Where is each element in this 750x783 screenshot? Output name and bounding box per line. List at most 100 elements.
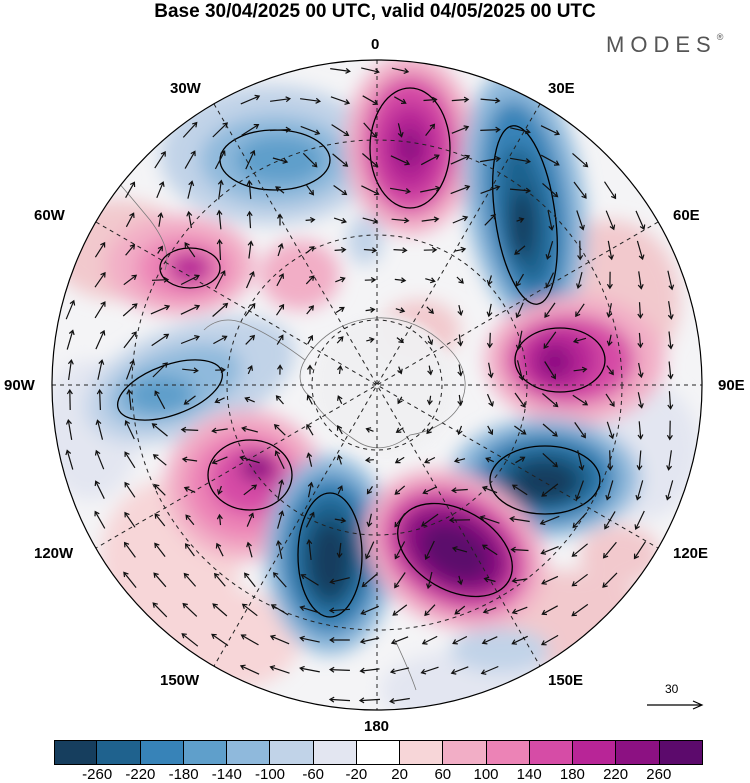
wind-arrow [275,395,284,405]
wind-arrow [270,96,292,103]
wind-arrow [151,276,170,283]
wind-arrow [246,210,253,229]
wind-arrow [577,450,585,471]
wind-arrow [389,667,410,675]
wind-arrow [328,696,351,703]
wind-arrow [276,273,284,287]
wind-arrow [240,634,259,646]
lon-label-90e: 90E [718,377,745,394]
colorbar-swatch [529,740,574,764]
wind-arrow [336,542,343,559]
wind-arrow [277,510,285,529]
wind-arrow [211,427,228,434]
wind-arrow [451,125,470,134]
wind-arrow [66,388,73,411]
colorbar-tick-label: -180 [168,766,199,783]
wind-arrow [247,240,254,259]
wind-arrow [182,121,198,138]
wind-arrow [636,240,645,261]
wind-arrow [480,665,499,675]
wind-arrow [427,365,434,376]
wind-arrow [394,513,406,528]
wind-arrow [275,186,285,194]
wind-arrow [392,604,408,616]
wind-arrow [183,486,196,493]
wind-arrow [122,303,138,317]
wind-arrow [184,242,196,258]
wind-arrow [359,637,380,645]
wind-arrow [243,484,258,496]
colorbar-tick-label: 100 [473,766,499,783]
wind-arrow [124,481,136,498]
wind-arrow [331,124,350,137]
wind-arrow [245,270,255,289]
wind-arrow [124,451,136,469]
wind-arrow [637,362,644,379]
wind-arrow [305,511,315,528]
wind-arrow [299,665,320,673]
wind-arrow [452,635,468,645]
wind-arrow [330,67,351,74]
wind-arrow [67,358,74,380]
wind-arrow [180,426,199,433]
wind-arrow [394,541,406,560]
wind-arrow [124,419,135,440]
wind-arrow [362,153,379,168]
wind-arrow [606,421,615,440]
wind-arrow [541,575,559,585]
wind-arrow [180,304,201,315]
wind-arrow [425,123,436,136]
lon-label-0: 0 [371,36,380,53]
wind-arrow [335,306,345,314]
wind-arrow [575,480,584,501]
wind-arrow [451,546,468,553]
wind-arrow [361,185,380,196]
wind-arrow [269,126,292,133]
wind-arrow [635,210,646,231]
wind-arrow [511,484,528,496]
wind-arrow [96,388,103,411]
wind-arrow [602,541,617,559]
right-arrow-icon [647,700,704,710]
wind-arrow [187,180,195,199]
wind-arrow [181,633,199,647]
wind-arrow [547,210,555,231]
wind-arrow [240,94,261,105]
wind-arrow [333,185,348,196]
wind-arrow [269,634,290,645]
wind-arrow [482,607,497,614]
wind-arrow [424,540,435,561]
wind-arrow [545,272,555,289]
wind-arrow [65,418,73,441]
wind-arrow [394,572,406,589]
wind-arrow [456,425,463,436]
colorbar-swatch [97,740,141,764]
modes-logo: MODES® [606,32,723,58]
colorbar-tick-label: -260 [82,766,113,783]
wind-arrow [391,217,410,224]
wind-arrow [394,485,406,495]
wind-arrow [602,572,618,588]
wind-arrow [576,271,583,289]
wind-arrow [420,154,440,166]
colorbar [54,740,702,764]
colorbar-swatch [400,740,444,764]
wind-arrow [123,541,136,558]
map-border [51,59,703,711]
wind-arrow [94,241,106,258]
wind-arrow [544,302,556,319]
wind-arrow [213,572,226,587]
wind-arrow [273,424,286,436]
wind-arrow [307,481,314,498]
colorbar-swatch [270,740,314,764]
wind-arrow [511,606,528,615]
lon-label-30w: 30W [170,80,201,97]
wind-arrow [300,125,321,136]
wind-arrow [480,97,501,104]
wind-arrow [97,359,105,380]
wind-arrow [334,246,347,253]
lon-label-30e: 30E [548,80,575,97]
colorbar-swatch [356,740,401,764]
wind-arrow [481,485,498,494]
wind-arrow [606,334,613,347]
